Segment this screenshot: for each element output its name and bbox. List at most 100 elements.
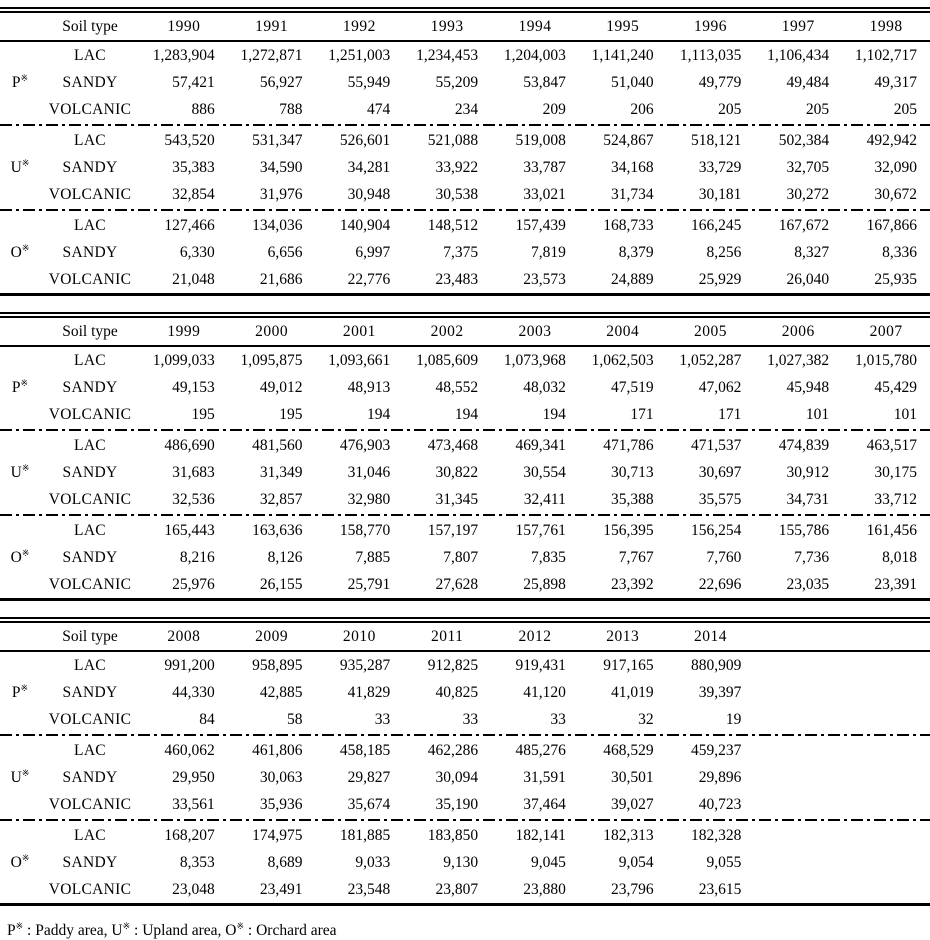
- area-value-cell: 32,980: [347, 490, 391, 508]
- area-value-cell: 21,686: [259, 270, 303, 288]
- year-header-cell: 1993: [430, 17, 464, 35]
- group-marker-icon: ※: [20, 72, 29, 83]
- area-value-cell: 476,903: [339, 436, 391, 454]
- group-separator: [0, 428, 930, 432]
- area-value-cell: 57,421: [172, 73, 215, 91]
- group-separator-row: [0, 123, 930, 127]
- group-label-cell: P※: [0, 41, 40, 123]
- area-value-cell: 168,733: [603, 216, 654, 234]
- soil-type-cell: VOLCANIC: [48, 575, 132, 593]
- area-value-cell: 30,063: [259, 768, 303, 786]
- area-value-cell: 912,825: [427, 656, 479, 674]
- empty-cell: [754, 679, 842, 706]
- year-header-cell: 2013: [606, 627, 640, 645]
- year-header-cell: 2002: [430, 322, 464, 340]
- area-value-cell: 25,898: [523, 575, 566, 593]
- area-value-cell: 543,520: [164, 131, 215, 149]
- area-value-cell: 174,975: [252, 826, 303, 844]
- group-label: O: [10, 853, 22, 871]
- group-marker-icon: ※: [21, 242, 30, 253]
- year-header-cell: 2014: [693, 627, 727, 645]
- group-label-cell: U※: [0, 432, 40, 513]
- soil-type-cell: LAC: [74, 436, 106, 454]
- empty-cell: [754, 764, 842, 791]
- area-value-cell: 31,976: [259, 185, 303, 203]
- soil-type-cell: LAC: [74, 826, 106, 844]
- area-value-cell: 25,935: [874, 270, 917, 288]
- table-row: VOLCANIC 32,536 32,857 32,980 31,345 32,411 35…: [0, 486, 930, 513]
- area-value-cell: 40,723: [698, 795, 742, 813]
- area-value-cell: 157,197: [427, 521, 479, 539]
- area-value-cell: 461,806: [252, 741, 303, 759]
- dashdot-divider: [0, 734, 930, 736]
- corner-blank-cell: [0, 315, 40, 346]
- area-value-cell: 492,942: [866, 131, 917, 149]
- year-header-cell: 2006: [781, 322, 815, 340]
- area-value-cell: 32,536: [172, 490, 215, 508]
- year-header-cell: 1990: [167, 17, 201, 35]
- area-value-cell: 49,779: [698, 73, 742, 91]
- table-row: P※ LAC 1,099,033 1,095,875 1,093,661 1,085,60…: [0, 346, 930, 396]
- area-value-cell: 463,517: [866, 436, 917, 454]
- area-value-cell: 41,019: [610, 683, 654, 701]
- table-row: VOLCANIC 32,854 31,976 30,948 30,538 33,021 31…: [0, 181, 930, 208]
- table-row: VOLCANIC 84 58 33 33 33 32 19: [0, 706, 930, 733]
- soil-type-cell: SANDY: [62, 158, 118, 176]
- group-separator: [0, 123, 930, 127]
- area-value-cell: 45,429: [874, 378, 917, 396]
- area-value-cell: 30,912: [786, 463, 830, 481]
- area-value-cell: 35,936: [259, 795, 303, 813]
- year-header-cell: 1991: [255, 17, 289, 35]
- empty-cell: [754, 822, 842, 849]
- area-value-cell: 8,336: [882, 243, 917, 261]
- group-label-cell: U※: [0, 737, 40, 818]
- area-value-cell: 6,330: [179, 243, 215, 261]
- year-header-cell: 2011: [430, 627, 464, 645]
- area-value-cell: 45,948: [786, 378, 830, 396]
- soil-type-column-header: Soil type: [62, 17, 118, 35]
- area-value-cell: 32,705: [786, 158, 830, 176]
- area-value-cell: 206: [630, 100, 654, 118]
- empty-cell: [754, 849, 842, 876]
- area-value-cell: 32,090: [874, 158, 917, 176]
- soil-type-cell: SANDY: [62, 768, 118, 786]
- area-value-cell: 47,519: [610, 378, 654, 396]
- area-value-cell: 48,032: [523, 378, 566, 396]
- area-value-cell: 19: [725, 710, 742, 728]
- group-marker-icon: ※: [20, 377, 29, 388]
- area-value-cell: 30,272: [786, 185, 830, 203]
- empty-cell: [754, 791, 842, 818]
- area-value-cell: 205: [718, 100, 742, 118]
- area-value-cell: 39,397: [698, 683, 742, 701]
- area-value-cell: 182,328: [690, 826, 742, 844]
- area-value-cell: 1,251,003: [328, 46, 391, 64]
- area-value-cell: 39,027: [610, 795, 654, 813]
- area-value-cell: 23,391: [874, 575, 917, 593]
- area-value-cell: 935,287: [339, 656, 391, 674]
- area-value-cell: 30,501: [610, 768, 654, 786]
- table-row: VOLCANIC 25,976 26,155 25,791 27,628 25,898 23…: [0, 571, 930, 600]
- area-value-cell: 205: [893, 100, 917, 118]
- year-header-cell: 1996: [693, 17, 727, 35]
- area-value-cell: 195: [279, 405, 303, 423]
- year-header-cell: 1992: [342, 17, 376, 35]
- area-value-cell: 49,153: [172, 378, 215, 396]
- empty-cell: [754, 737, 842, 764]
- area-value-cell: 22,776: [347, 270, 391, 288]
- group-separator: [0, 733, 930, 737]
- year-header-cell: 1998: [869, 17, 903, 35]
- area-value-cell: 958,895: [252, 656, 303, 674]
- empty-header-cell: [842, 620, 930, 651]
- area-value-cell: 53,847: [523, 73, 566, 91]
- empty-cell: [842, 876, 930, 905]
- group-label: O: [10, 243, 22, 261]
- area-value-cell: 166,245: [690, 216, 742, 234]
- area-value-cell: 55,949: [347, 73, 391, 91]
- year-header-cell: 1997: [781, 17, 815, 35]
- table-row: SANDY 6,330 6,656 6,997 7,375 7,819 8,379 8,256…: [0, 239, 930, 266]
- area-value-cell: 205: [805, 100, 830, 118]
- dashdot-divider: [0, 209, 930, 211]
- group-marker-icon: ※: [21, 852, 30, 863]
- area-value-cell: 171: [718, 405, 742, 423]
- area-value-cell: 40,825: [435, 683, 479, 701]
